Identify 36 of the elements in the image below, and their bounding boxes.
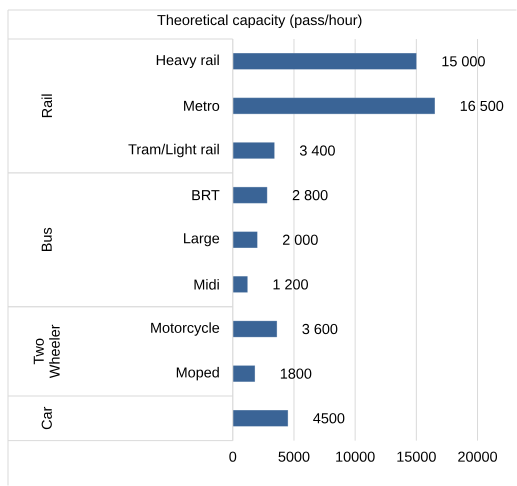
text: Rail bbox=[41, 94, 52, 118]
data-label: 16 500 bbox=[460, 100, 504, 112]
bar bbox=[232, 320, 278, 338]
data-label: 2 800 bbox=[292, 190, 328, 200]
data-label: 15 000 bbox=[442, 56, 485, 66]
bar bbox=[232, 276, 248, 293]
data-label: 2 000 bbox=[282, 234, 318, 245]
data-label: 1800 bbox=[280, 368, 312, 379]
bar bbox=[232, 232, 258, 248]
y-tick-label: Moped bbox=[176, 366, 219, 380]
x-tick-label: 20000 bbox=[458, 452, 498, 462]
y-tick-label: Large bbox=[184, 233, 220, 246]
bar bbox=[232, 98, 435, 114]
bar bbox=[232, 186, 268, 204]
x-tick-label: 5000 bbox=[278, 452, 310, 462]
text: Bus bbox=[42, 228, 52, 252]
y-tick-label: Heavy rail bbox=[156, 54, 219, 68]
bar bbox=[232, 142, 275, 159]
y-tick-label: Tram/Light rail bbox=[128, 144, 219, 158]
x-tick-label: 0 bbox=[229, 452, 236, 462]
y-tick-label: Motorcycle bbox=[151, 322, 220, 336]
text: Car bbox=[42, 406, 52, 430]
bar bbox=[232, 53, 417, 70]
data-label: 4500 bbox=[313, 413, 344, 424]
x-tick-label: 15000 bbox=[397, 452, 436, 462]
bar bbox=[232, 365, 256, 382]
text: Two Wheeler bbox=[34, 324, 60, 378]
x-tick-label: 10000 bbox=[336, 452, 375, 462]
y-tick-label: Midi bbox=[194, 279, 219, 290]
bar bbox=[232, 410, 288, 426]
data-label: 3 400 bbox=[300, 145, 335, 156]
y-tick-label: Metro bbox=[184, 100, 220, 111]
y-tick-label: BRT bbox=[192, 190, 220, 200]
data-label: 1 200 bbox=[274, 279, 308, 290]
data-label: 3 600 bbox=[302, 324, 338, 334]
chart-title: Theoretical capacity (pass/hour) bbox=[157, 14, 362, 28]
